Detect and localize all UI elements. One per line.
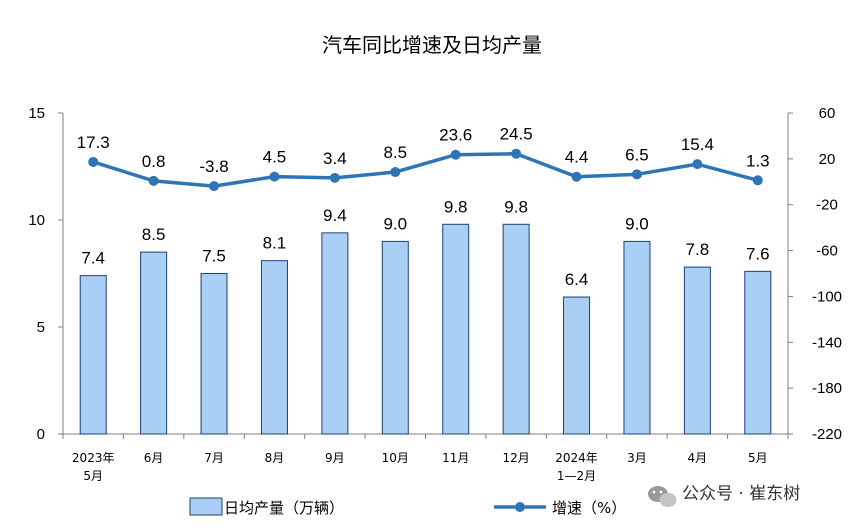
wechat-icon (648, 486, 677, 507)
x-category-label: 11月 (442, 451, 469, 465)
growth-point (511, 148, 522, 159)
bar-value-label: 6.4 (565, 270, 589, 289)
growth-point (692, 159, 703, 170)
bar (563, 296, 591, 435)
x-category-label: 6月 (144, 451, 164, 465)
bar (200, 273, 228, 435)
bar (140, 251, 168, 435)
growth-value-label: 15.4 (681, 135, 714, 154)
y-left-tick-label: 15 (28, 105, 45, 122)
bar-value-label: 9.0 (625, 214, 649, 233)
growth-point (88, 156, 99, 167)
growth-value-label: 23.6 (439, 126, 472, 145)
bar-value-label: 9.8 (504, 197, 528, 216)
bar-value-label: 9.4 (323, 206, 347, 225)
y-left-tick-label: 10 (28, 212, 45, 229)
growth-value-label: -3.8 (199, 157, 228, 176)
legend-line-label: 增速（%） (552, 499, 626, 517)
bar (260, 260, 288, 435)
bar-value-label: 8.1 (263, 234, 287, 253)
growth-point (571, 171, 582, 182)
growth-value-label: 4.5 (263, 148, 287, 167)
x-category-label: 2023年 (72, 451, 115, 465)
growth-point (390, 167, 401, 178)
y-right-tick-label: 60 (819, 105, 836, 122)
x-category-label: 9月 (325, 451, 345, 465)
y-right-tick-label: -20 (816, 197, 838, 214)
bar-value-label: 9.8 (444, 197, 468, 216)
growth-point (450, 149, 461, 160)
x-category-label: 2024年 (555, 451, 598, 465)
watermark-text: 公众号 · 崔东树 (682, 484, 800, 504)
y-right-tick-label: 20 (819, 151, 836, 168)
bar-labels: 7.4 8.5 7.5 8.1 9.4 9.0 9.8 9.8 6.4 9.0 7.8 7.6 (81, 197, 769, 289)
legend: 日均产量（万辆） 增速（%） (189, 497, 626, 517)
bar (442, 223, 470, 435)
bar-value-label: 8.5 (142, 225, 166, 244)
bar-value-label: 7.8 (686, 240, 710, 259)
y-right-tick-label: -100 (812, 288, 842, 305)
growth-point (148, 175, 159, 186)
bar (623, 240, 651, 435)
growth-value-label: 24.5 (500, 125, 533, 144)
y-left-tick-label: 5 (37, 319, 45, 336)
watermark: 公众号 · 崔东树 (648, 484, 800, 507)
growth-value-label: 3.4 (323, 149, 347, 168)
line-labels: 17.3 0.8 -3.8 4.5 3.4 8.5 23.6 24.5 4.4 6.5 15.4 1.… (77, 125, 770, 176)
axes: 0 5 10 15 60 20 -20 -60 -100 -140 -180 -220 (28, 105, 842, 443)
bar-value-label: 7.4 (81, 249, 105, 268)
growth-point (329, 172, 340, 183)
growth-point (209, 181, 220, 192)
legend-bar-swatch (189, 497, 223, 516)
bar (744, 270, 772, 435)
growth-value-label: 4.4 (565, 148, 589, 167)
x-category-label: 1—2月 (557, 469, 596, 483)
bar-value-label: 7.5 (202, 247, 226, 266)
x-category-label: 12月 (502, 451, 529, 465)
growth-point (752, 175, 763, 186)
x-category-label: 5月 (748, 451, 768, 465)
growth-point (269, 171, 280, 182)
growth-value-label: 0.8 (142, 152, 166, 171)
chart-title: 汽车同比增速及日均产量 (322, 33, 542, 57)
x-category-label: 7月 (204, 451, 224, 465)
growth-point (631, 169, 642, 180)
growth-value-label: 1.3 (746, 151, 770, 170)
legend-bar-label: 日均产量（万辆） (224, 499, 344, 517)
y-right-tick-label: -220 (812, 426, 842, 443)
y-left-tick-label: 0 (37, 426, 45, 443)
x-category-label: 3月 (627, 451, 647, 465)
x-axis-labels: 2023年 5月 6月 7月 8月 9月 10月 11月 12月 2024年 1—2月 3月 4月 5月 (72, 451, 768, 483)
bar (79, 275, 107, 435)
bar (381, 240, 409, 435)
bar-value-label: 7.6 (746, 244, 770, 263)
bar (683, 266, 711, 435)
bars (79, 223, 772, 435)
x-category-label: 10月 (382, 451, 409, 465)
growth-value-label: 17.3 (77, 133, 110, 152)
growth-line (92, 151, 759, 188)
bar (321, 232, 349, 435)
growth-value-label: 8.5 (383, 143, 407, 162)
growth-value-label: 6.5 (625, 145, 649, 164)
x-category-label: 4月 (688, 451, 708, 465)
line-series (88, 148, 763, 192)
x-category-label: 8月 (265, 451, 285, 465)
y-right-tick-label: -140 (812, 334, 842, 351)
y-right-tick-label: -180 (812, 380, 842, 397)
x-category-label: 5月 (83, 469, 103, 483)
y-right-tick-label: -60 (816, 243, 838, 260)
bar (502, 223, 530, 435)
bar-value-label: 9.0 (383, 214, 407, 233)
legend-line-marker (515, 502, 525, 512)
